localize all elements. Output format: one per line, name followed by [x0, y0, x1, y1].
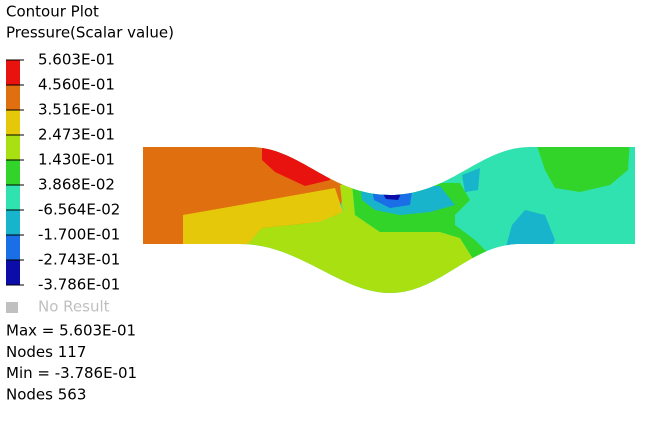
legend-label: 3.516E-01 — [38, 101, 115, 119]
legend-band — [6, 135, 20, 160]
legend-band — [6, 160, 20, 185]
legend-band — [6, 210, 20, 235]
legend-label: 5.603E-01 — [38, 51, 115, 69]
region — [535, 147, 630, 192]
legend-label: -3.786E-01 — [38, 276, 120, 294]
legend-label: -6.564E-02 — [38, 201, 120, 219]
legend-label: 2.473E-01 — [38, 126, 115, 144]
stat-line: Max = 5.603E-01 — [6, 322, 136, 340]
legend-label: 3.868E-02 — [38, 176, 115, 194]
region — [505, 210, 555, 250]
legend-label: 4.560E-01 — [38, 76, 115, 94]
legend-band — [6, 60, 20, 85]
legend-band — [6, 260, 20, 285]
legend: 5.603E-01 4.560E-01 3.516E-01 2.473E-01 1.43… — [6, 51, 120, 316]
subtitle: Pressure(Scalar value) — [6, 24, 174, 42]
legend-band — [6, 110, 20, 135]
legend-label: -2.743E-01 — [38, 251, 120, 269]
stat-line: Min = -3.786E-01 — [6, 364, 137, 382]
legend-band — [6, 85, 20, 110]
region — [183, 188, 343, 250]
region — [462, 168, 480, 192]
no-result-label: No Result — [38, 298, 110, 316]
legend-label: -1.700E-01 — [38, 226, 120, 244]
legend-band — [6, 235, 20, 260]
legend-band — [6, 185, 20, 210]
legend-label: 1.430E-01 — [38, 151, 115, 169]
title: Contour Plot — [6, 3, 99, 21]
contour-plot — [143, 147, 635, 293]
stat-line: Nodes 563 — [6, 385, 86, 403]
stats: Max = 5.603E-01 Nodes 117 Min = -3.786E-01… — [6, 322, 137, 404]
no-result-swatch — [6, 302, 18, 313]
stat-line: Nodes 117 — [6, 343, 86, 361]
